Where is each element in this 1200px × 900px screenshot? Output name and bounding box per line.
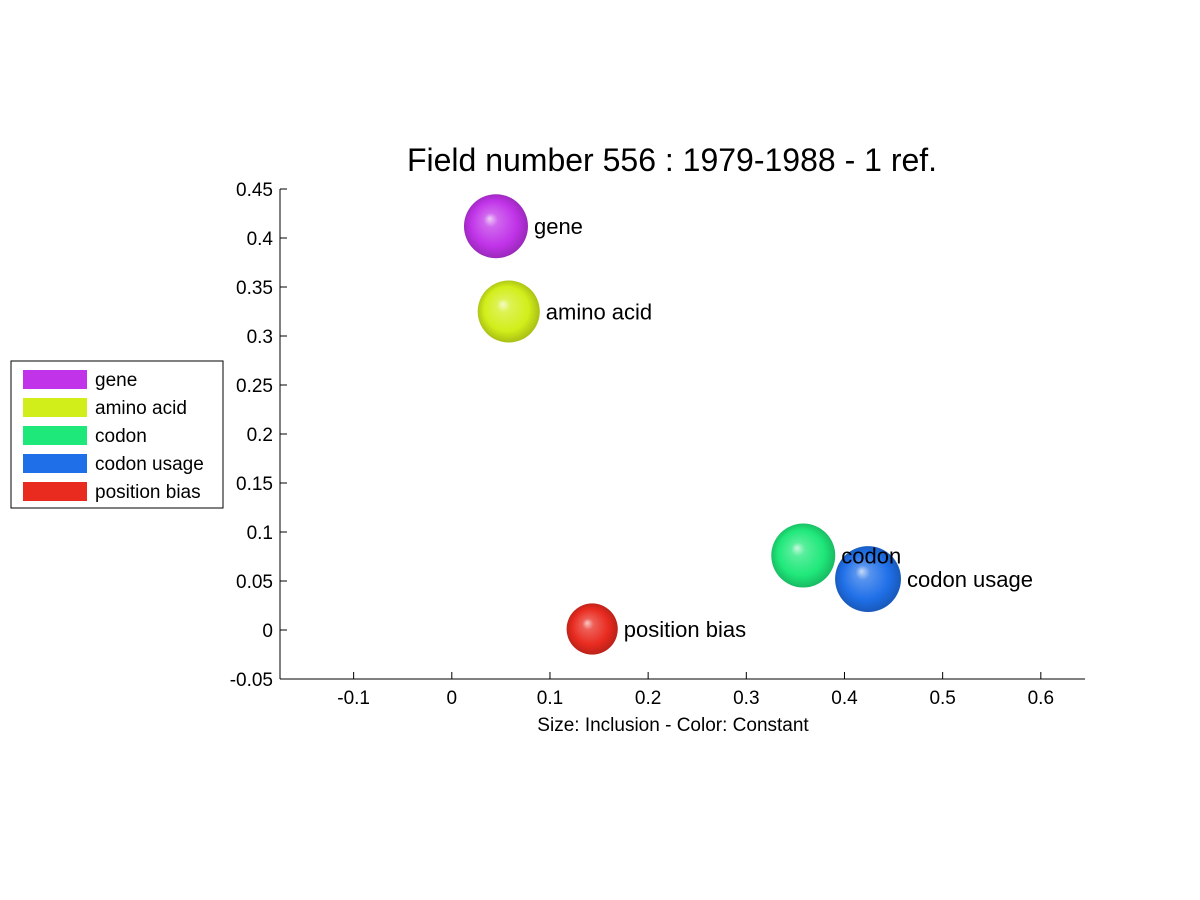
point-label: amino acid (546, 300, 652, 325)
x-ticks: -0.1 0 0.1 0.2 0.3 0.4 0.5 0.6 (337, 672, 1054, 709)
point-label: position bias (624, 617, 746, 642)
bubble-point (463, 194, 528, 259)
point-label: gene (534, 214, 583, 239)
y-tick-label: 0.25 (236, 376, 273, 397)
legend-label: codon usage (95, 454, 204, 475)
y-tick-label: 0.05 (236, 572, 273, 593)
legend-label: gene (95, 370, 137, 391)
y-ticks: -0.05 0 0.05 0.1 0.15 0.2 0.25 0.3 0.35 0.4 0.45 (230, 180, 287, 691)
x-tick-label: 0.1 (537, 688, 563, 709)
legend-label: codon (95, 426, 147, 447)
x-tick-label: 0.2 (635, 688, 661, 709)
x-tick-label: 0.3 (733, 688, 759, 709)
bubble-point (835, 546, 902, 612)
y-tick-label: 0.15 (236, 474, 273, 495)
x-tick-label: 0 (447, 688, 458, 709)
x-tick-label: 0.6 (1028, 688, 1054, 709)
x-axis-label: Size: Inclusion - Color: Constant (537, 715, 809, 736)
x-tick-label: -0.1 (337, 688, 370, 709)
y-tick-label: 0.35 (236, 278, 273, 299)
y-tick-label: 0.4 (247, 229, 274, 250)
legend: gene amino acid codon codon usage position b… (10, 360, 224, 509)
x-tick-label: 0.5 (929, 688, 955, 709)
y-tick-label: -0.05 (230, 670, 273, 691)
legend-swatch (23, 370, 87, 389)
legend-swatch (23, 482, 87, 501)
bubble-point (566, 603, 618, 655)
legend-label: position bias (95, 482, 201, 503)
chart-title: Field number 556 : 1979-1988 - 1 ref. (407, 142, 937, 178)
point-label: codon usage (907, 567, 1033, 592)
y-tick-label: 0 (262, 621, 273, 642)
x-tick-label: 0.4 (831, 688, 858, 709)
y-tick-label: 0.1 (247, 523, 273, 544)
point-label: codon (841, 544, 901, 569)
legend-swatch (23, 398, 87, 417)
bubble-point (477, 280, 540, 343)
y-tick-label: 0.45 (236, 180, 273, 201)
legend-label: amino acid (95, 398, 187, 419)
bubbles (463, 194, 902, 655)
y-tick-label: 0.2 (247, 425, 273, 446)
bubble-point (771, 523, 836, 588)
legend-swatch (23, 426, 87, 445)
y-tick-label: 0.3 (247, 327, 273, 348)
legend-swatch (23, 454, 87, 473)
